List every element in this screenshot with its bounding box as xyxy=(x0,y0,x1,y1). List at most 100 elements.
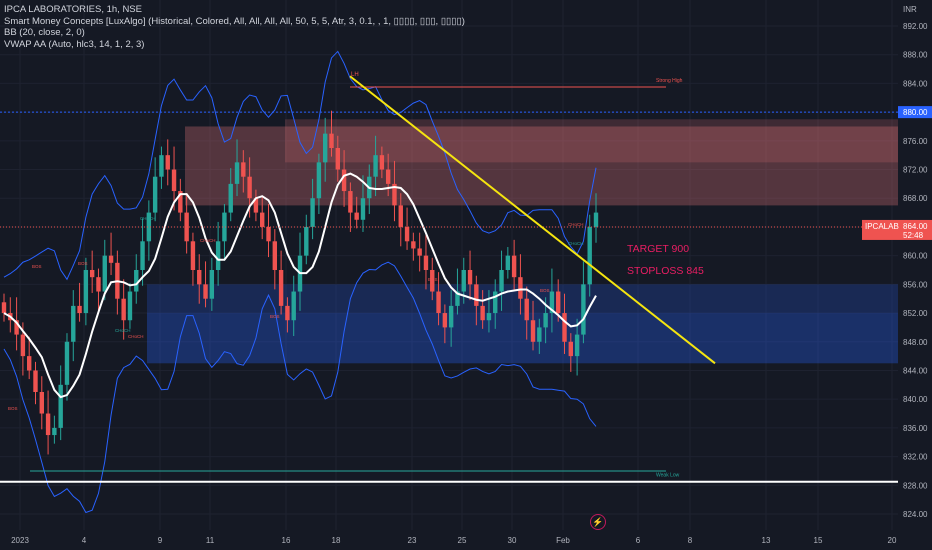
candle-body xyxy=(278,270,284,306)
candle-body xyxy=(20,334,26,357)
candle-body xyxy=(159,155,164,177)
candle-body xyxy=(505,255,511,270)
date-tick: 2023 xyxy=(11,536,29,545)
bos-label: BOS xyxy=(428,277,438,282)
price-tick: 848.00 xyxy=(903,338,928,347)
candle-body xyxy=(448,305,454,328)
price-tick: 844.00 xyxy=(903,366,928,375)
chart-grid xyxy=(0,0,898,530)
candle-body xyxy=(455,291,460,306)
vwap-line xyxy=(3,172,597,399)
candle-body xyxy=(436,291,441,314)
candle-body xyxy=(379,155,385,170)
candle-body xyxy=(89,270,95,278)
candle-body xyxy=(593,212,599,227)
candle-body xyxy=(1,302,7,314)
candle-body xyxy=(304,226,309,256)
candle-body xyxy=(335,148,340,170)
price-tick: 872.00 xyxy=(903,166,928,175)
candle-body xyxy=(108,255,114,263)
currency-label: INR xyxy=(903,5,917,14)
supply-zone xyxy=(185,126,898,206)
trendline xyxy=(349,75,716,365)
candle-body xyxy=(190,241,196,270)
candle-body xyxy=(417,248,422,256)
candle-body xyxy=(310,198,315,227)
drawings: TARGET 900 STOPLOSS 845 Strong High Weak Lo… xyxy=(0,72,898,483)
candle-body xyxy=(33,370,38,392)
candle-body xyxy=(530,320,536,342)
price-tick: 876.00 xyxy=(903,137,928,146)
candle-body xyxy=(83,270,89,314)
candle-body xyxy=(253,198,259,213)
price-tick: 856.00 xyxy=(903,280,928,289)
price-tick: 884.00 xyxy=(903,79,928,88)
candle-body xyxy=(140,241,145,270)
bos-label: BOS xyxy=(32,264,42,269)
price-tick: 860.00 xyxy=(903,252,928,261)
bb-upper xyxy=(3,50,597,281)
lightning-icon[interactable]: ⚡ xyxy=(590,514,606,530)
bb-lower xyxy=(3,261,597,514)
supply-zone-inner xyxy=(285,119,898,163)
symbol-title[interactable]: IPCA LABORATORIES, 1h, NSE xyxy=(4,4,142,15)
date-tick: Feb xyxy=(556,536,570,545)
indicator-vwap[interactable]: VWAP AA (Auto, hlc3, 14, 1, 2, 3) xyxy=(4,38,145,50)
candle-body xyxy=(152,176,158,213)
candle-body xyxy=(587,226,592,285)
candle-body xyxy=(423,255,429,270)
candle-body xyxy=(272,241,278,270)
candle-body xyxy=(203,284,208,299)
candle-body xyxy=(45,413,51,436)
indicator-bb[interactable]: BB (20, close, 2, 0) xyxy=(4,27,85,38)
choch-label: CHoCH xyxy=(140,216,156,221)
candle-body xyxy=(215,241,221,270)
level-badge xyxy=(898,106,932,119)
candle-body xyxy=(322,133,328,163)
candle-body xyxy=(228,183,233,213)
candle-body xyxy=(341,169,347,192)
price-tick: 840.00 xyxy=(903,395,928,404)
bollinger-bands xyxy=(3,50,597,514)
candle-body xyxy=(430,270,435,292)
price-axis[interactable]: INR 892.00 888.00 884.00 880.00 876.00 872.00 8… xyxy=(862,0,932,550)
candle-body xyxy=(64,341,70,385)
candle-body xyxy=(524,298,529,321)
strong-high-label: Strong High xyxy=(656,78,683,84)
candle-body xyxy=(39,392,44,414)
indicator-smc[interactable]: Smart Money Concepts [LuxAlgo] (Historic… xyxy=(4,15,465,27)
candle-body xyxy=(442,313,448,328)
bos-label: BOS xyxy=(78,261,88,266)
candle-body xyxy=(71,305,76,342)
level-badge-value: 880.00 xyxy=(903,108,928,117)
date-tick: 16 xyxy=(282,536,291,545)
candle-body xyxy=(480,305,485,321)
choch-label: CHoCH xyxy=(115,328,131,333)
date-tick: 8 xyxy=(688,536,693,545)
candle-body xyxy=(285,305,290,321)
candle-body xyxy=(96,277,101,292)
candle-body xyxy=(348,191,353,213)
candle-body xyxy=(562,313,567,342)
date-tick: 20 xyxy=(888,536,897,545)
candle-body xyxy=(467,270,473,285)
time-axis[interactable]: 2023 4 9 11 16 18 23 25 30 Feb 6 8 13 15 20 xyxy=(0,530,898,550)
candle-body xyxy=(537,327,542,342)
date-tick: 23 xyxy=(408,536,417,545)
candle-body xyxy=(556,291,561,314)
candle-body xyxy=(146,212,152,242)
candle-body xyxy=(581,284,586,335)
candle-body xyxy=(222,212,227,242)
date-tick: 18 xyxy=(332,536,341,545)
candle-body xyxy=(499,270,504,292)
candle-body xyxy=(373,155,378,177)
candle-body xyxy=(134,270,139,292)
candle-body xyxy=(486,313,492,321)
date-tick: 6 xyxy=(636,536,641,545)
candle-body xyxy=(77,305,82,314)
price-tick: 824.00 xyxy=(903,510,928,519)
candle-body xyxy=(241,162,246,177)
date-tick: 25 xyxy=(458,536,467,545)
candle-body xyxy=(127,291,133,321)
